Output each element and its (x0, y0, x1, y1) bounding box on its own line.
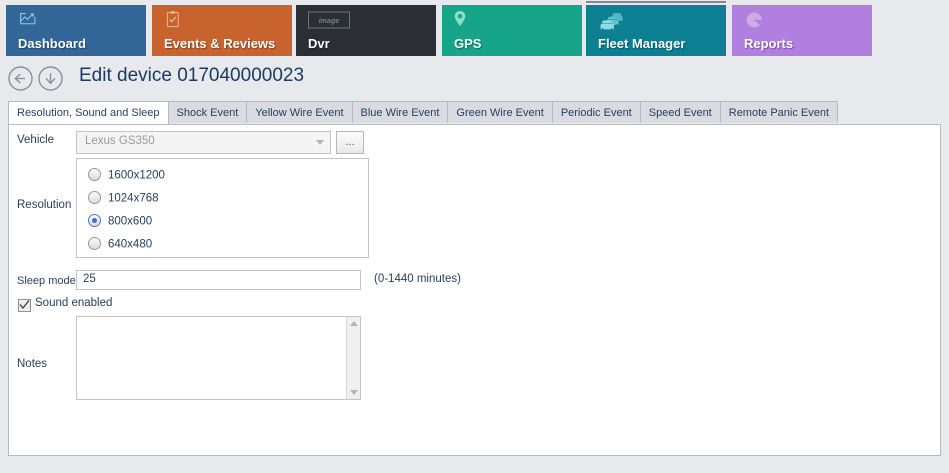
svg-text:image: image (319, 17, 340, 25)
